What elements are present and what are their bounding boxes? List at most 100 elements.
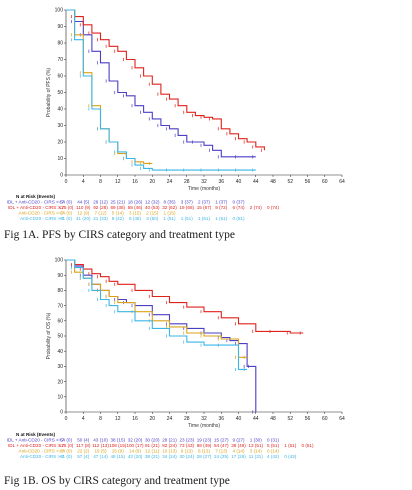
risk-cell: 50 (4) — [77, 438, 89, 443]
y-axis-title: Probability of OS (%) — [46, 312, 52, 359]
risk-cell: 38 (15) — [110, 438, 125, 443]
y-tick-label: 20 — [57, 379, 63, 385]
risk-cell: 32 (62) — [162, 205, 177, 210]
y-tick-label: 0 — [60, 410, 63, 416]
risk-cell: 2 (74) — [250, 205, 262, 210]
risk-cell: 19 (5) — [94, 449, 106, 454]
y-tick-label: 80 — [57, 41, 63, 47]
risk-cell: 8 (35) — [163, 200, 175, 205]
risk-cell: 46 (15) — [110, 454, 125, 459]
risk-cell: 1 (37) — [215, 200, 227, 205]
risk-table-header: N at Risk (Events) — [16, 194, 56, 199]
risk-cell: 108 (15) — [109, 443, 127, 448]
risk-cell: 0 (31) — [267, 438, 279, 443]
risk-cell: 6 (74) — [232, 205, 244, 210]
x-tick-label: 36 — [218, 179, 224, 185]
os-figure-caption: Fig 1B. OS by CIRS category and treatmen… — [4, 475, 230, 487]
risk-row-label: Anti-CD20 - CIRS > 7 — [20, 454, 64, 459]
risk-cell: 32 (20) — [128, 438, 143, 443]
risk-cell: 1 (15) — [163, 211, 175, 216]
risk-cell: 15 (9) — [112, 449, 124, 454]
risk-cell: 3 (37) — [181, 200, 193, 205]
risk-cell: 100 (17) — [126, 443, 144, 448]
risk-cell: 61 (0) — [60, 454, 72, 459]
x-tick-label: 28 — [184, 179, 190, 185]
os-figure: 0 10 20 30 40 50 60 70 80 90 100 0 4 8 12 16 20 24 28 32 36 4… — [0, 250, 412, 490]
km-curve — [66, 259, 257, 412]
y-tick-label: 0 — [60, 173, 63, 179]
risk-cell: 4 (42) — [267, 454, 279, 459]
risk-cell: 28 (27) — [197, 454, 212, 459]
risk-cell: 9 (42) — [112, 216, 124, 221]
risk-cell: 12 (11) — [145, 449, 160, 454]
risk-cell: 8 (13) — [198, 449, 210, 454]
x-tick-label: 44 — [253, 179, 259, 185]
risk-cell: 117 (8) — [76, 443, 91, 448]
y-tick-label: 60 — [57, 74, 63, 80]
risk-cell: 19 (23) — [197, 438, 212, 443]
x-tick-label: 0 — [65, 416, 68, 422]
risk-cell: 1 (30) — [250, 438, 262, 443]
km-curve — [66, 259, 248, 358]
risk-cell: 54 (47) — [214, 443, 229, 448]
risk-cell: 110 (9) — [76, 205, 91, 210]
risk-table-header: N at Risk (Events) — [16, 432, 56, 437]
risk-cell: 12 (9) — [77, 211, 89, 216]
risk-cell: 5 (14) — [112, 211, 124, 216]
risk-row-label: IDL + Anti-CD20 - CIRS > 7 — [8, 205, 64, 210]
km-curve — [66, 9, 265, 151]
risk-cell: 34 (24) — [162, 454, 177, 459]
risk-cell: 44 (5) — [77, 200, 89, 205]
risk-row-label: IDL + Anti-CD20 - CIRS > 7 — [8, 443, 64, 448]
y-tick-label: 70 — [57, 303, 63, 309]
y-axis-title: Probability of PFS (%) — [46, 68, 52, 118]
y-tick-label: 50 — [57, 90, 63, 96]
risk-cell: 24 (0) — [60, 211, 72, 216]
risk-cell: 7 (12) — [94, 211, 106, 216]
risk-row-label: IDL + Anti-CD20 - CIRS <=7 — [7, 438, 65, 443]
x-tick-label: 40 — [236, 416, 242, 422]
x-tick-label: 40 — [236, 179, 242, 185]
risk-cell: 0 (74) — [267, 205, 279, 210]
risk-cell: 23 (23) — [179, 438, 194, 443]
pfs-figure-caption: Fig 1A. PFS by CIRS category and treatme… — [4, 229, 235, 241]
x-tick-label: 24 — [167, 416, 173, 422]
y-tick-label: 30 — [57, 364, 63, 370]
x-tick-label: 4 — [82, 416, 85, 422]
risk-cell: 24 (25) — [214, 454, 229, 459]
x-tick-label: 12 — [115, 179, 121, 185]
risk-cell: 38 (21) — [145, 454, 160, 459]
risk-cell: 1 (51) — [181, 216, 193, 221]
risk-cell: 24 (0) — [60, 449, 72, 454]
risk-cell: 125 (0) — [59, 205, 74, 210]
x-tick-label: 60 — [322, 179, 328, 185]
km-curve — [66, 259, 304, 334]
x-tick-label: 24 — [167, 179, 173, 185]
x-tick-label: 32 — [201, 416, 207, 422]
pfs-figure: 0 10 20 30 40 50 60 70 80 90 100 0 4 8 12 16 20 24 28 32 36 4… — [4, 8, 345, 241]
risk-cell: 43 (20) — [128, 454, 143, 459]
risk-cell: 2 (37) — [198, 200, 210, 205]
x-tick-label: 36 — [218, 416, 224, 422]
y-tick-label: 40 — [57, 349, 63, 355]
y-tick-label: 10 — [57, 156, 63, 162]
x-tick-label: 8 — [99, 416, 102, 422]
km-curve — [66, 259, 248, 370]
risk-cell: 19 (68) — [179, 205, 194, 210]
risk-cell: 54 (0) — [60, 438, 72, 443]
y-tick-label: 10 — [57, 395, 63, 401]
y-tick-label: 100 — [55, 8, 64, 14]
risk-cell: 7 (13) — [215, 449, 227, 454]
risk-cell: 68 (49) — [197, 443, 212, 448]
y-tick-label: 80 — [57, 288, 63, 294]
risk-cell: 0 (51) — [232, 216, 244, 221]
x-tick-label: 20 — [149, 416, 155, 422]
km-curve — [66, 9, 256, 158]
risk-cell: 112 (13) — [92, 443, 109, 448]
risk-cell: 1 (51) — [163, 216, 175, 221]
risk-row-label: Anti-CD20 - CIRS <=7 — [19, 449, 65, 454]
risk-cell: 1 (51) — [284, 443, 296, 448]
risk-cell: 4 (14) — [232, 449, 244, 454]
